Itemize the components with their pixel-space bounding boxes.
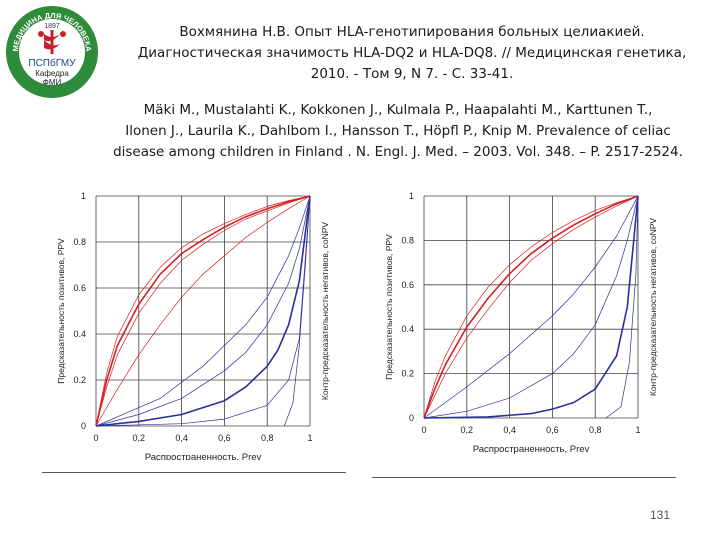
ppv-curve-2 [423,195,639,419]
npv-curve-5 [95,195,311,427]
caduceus-icon [38,30,66,54]
y-tick-label: 1 [409,191,414,201]
x-tick-label: 0,8 [589,425,602,435]
university-logo: МЕДИЦИНА ДЛЯ ЧЕЛОВЕКА 1897 ПСПбГМУ Кафед… [6,6,98,98]
reference-line: Вохмянина Н.В. Опыт HLA-генотипирования … [179,24,645,40]
x-tick-label: 0,2 [461,425,474,435]
npv-curve-6 [605,195,639,419]
npv-curve-7 [95,195,311,427]
chart-left: 0 0,2 0,4 0,6 0,8 1 0 0.2 0.4 0.6 0.8 1 Распростране… [56,191,330,460]
y-tick-label: 1 [81,191,86,201]
x-tick-label: 0,4 [175,433,188,443]
x-tick-label: 0,2 [133,433,146,443]
logo-year: 1897 [44,23,60,30]
y-tick-label: 0 [409,413,414,423]
y-axis-label-right: Контр-предсказательность негативов, coNP… [648,218,658,397]
npv-curve-8 [283,195,311,427]
y-axis-label-right: Контр-предсказательность негативов, coNP… [320,222,330,401]
y-tick-label: 0 [81,421,86,431]
y-tick-label: 0.8 [401,235,414,245]
x-tick-label: 0,4 [503,425,516,435]
ppv-curve-0 [95,195,311,427]
x-tick-label: 0,8 [261,433,274,443]
x-tick-label: 0,6 [218,433,231,443]
ppv-curve-2 [95,195,311,427]
x-axis-label: Распространенность, Prev [473,444,590,455]
x-tick-label: 0 [421,425,426,435]
npv-curve-6 [95,195,311,427]
page-number: 131 [650,508,671,522]
chart-right: 0 0,2 0,4 0,6 0,8 1 0 0.2 0.4 0.6 0.8 1 Распростране… [384,191,658,455]
x-tick-label: 0,6 [546,425,559,435]
y-tick-label: 0.4 [73,329,86,339]
reference-line: Mäki M., Mustalahti K., Kokkonen J., Kul… [143,102,653,118]
logo-dept-line1: Кафедра [35,69,69,78]
x-axis-label: Распространенность, Prev [145,452,262,460]
y-tick-label: 0.4 [401,324,414,334]
divider-line [42,472,346,473]
ppv-curve-1 [423,195,639,419]
y-tick-label: 0.6 [401,280,414,290]
ppv-curve-3 [95,195,311,427]
logo-org: ПСПбГМУ [28,57,76,69]
y-tick-label: 0.2 [73,375,86,385]
divider-line [372,477,676,478]
reference-line: Ilonen J., Laurila K., Dahlbom I., Hanss… [125,123,671,139]
reference-line: Диагностическая значимость HLA-DQ2 и HLA… [137,45,687,61]
x-tick-label: 0 [93,433,98,443]
y-tick-label: 0.6 [73,283,86,293]
logo-dept-line2: ФМИ [43,78,62,87]
reference-maki: Mäki M., Mustalahti K., Kokkonen J., Kul… [60,100,720,163]
ppv-curve-1 [95,195,311,427]
ppv-curve-0 [423,195,639,419]
y-axis-label-left: Предсказательность позитивов, PPV [56,238,66,384]
x-tick-label: 1 [307,433,312,443]
reference-line: 2010. - Том 9, N 7. - С. 33-41. [310,66,514,82]
npv-curve-3 [423,195,639,419]
reference-line: disease among children in Finland . N. E… [113,144,683,160]
x-tick-label: 1 [635,425,640,435]
npv-curve-4 [95,195,311,427]
npv-curve-4 [423,195,639,419]
reference-vokhmyanina: Вохмянина Н.В. Опыт HLA-генотипирования … [108,22,716,85]
npv-curve-5 [423,195,639,419]
y-axis-label-left: Предсказательность позитивов, PPV [384,234,394,380]
y-tick-label: 0.2 [401,369,414,379]
y-tick-label: 0.8 [73,237,86,247]
